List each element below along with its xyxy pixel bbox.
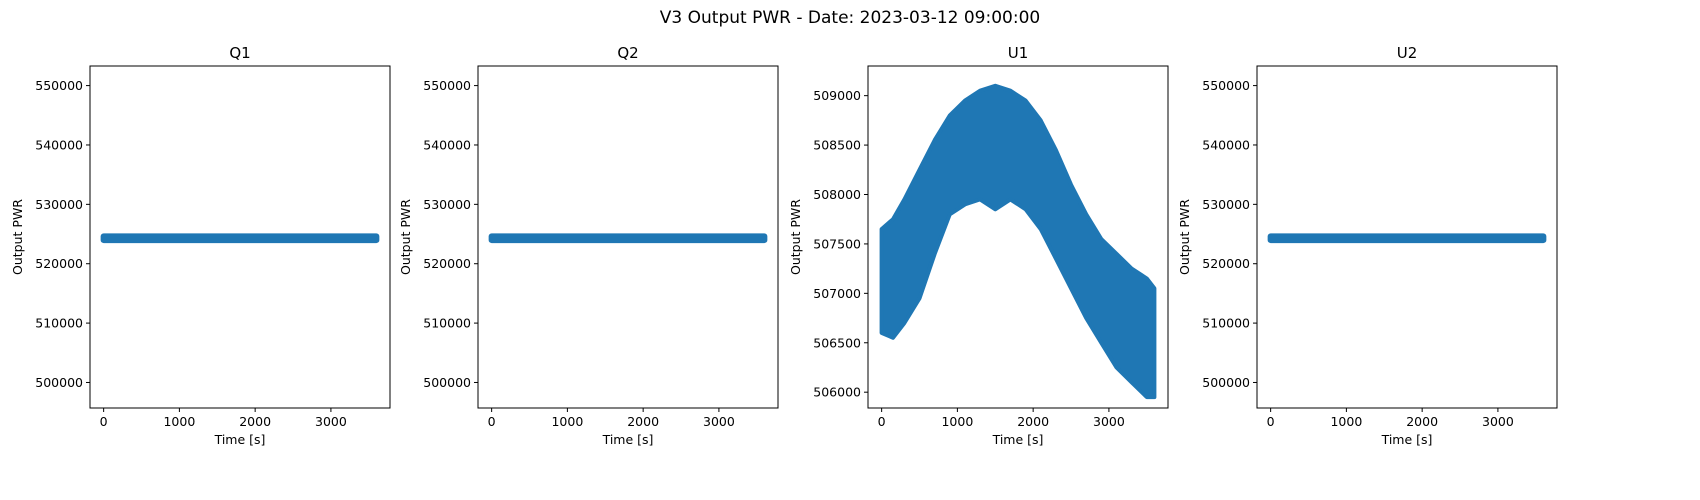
panel-title-u1: U1 <box>1008 44 1029 62</box>
y-tick-label: 540000 <box>35 137 83 152</box>
series-u1-markers <box>879 83 1157 400</box>
y-axis-label: Output PWR <box>1177 199 1192 275</box>
x-tick-label: 0 <box>100 414 108 429</box>
x-tick-label: 1000 <box>941 414 973 429</box>
panel-q2: 0 1000 2000 3000 500000 510000 520000 530000 540… <box>398 44 779 447</box>
x-tick-label: 0 <box>878 414 886 429</box>
axes-frame-u1 <box>867 65 1169 409</box>
series-u2-markers <box>1267 233 1547 244</box>
y-tick-label: 500000 <box>35 375 83 390</box>
y-tick-label: 500000 <box>1202 375 1250 390</box>
y-tick-label: 510000 <box>35 316 83 331</box>
x-tick-label: 1000 <box>163 414 195 429</box>
x-axis-label: Time [s] <box>214 432 266 447</box>
y-tick-label: 530000 <box>423 197 471 212</box>
x-tick-label: 2000 <box>239 414 271 429</box>
x-tick-label: 3000 <box>1482 414 1514 429</box>
panel-title-u2: U2 <box>1397 44 1418 62</box>
x-tick-label: 3000 <box>315 414 347 429</box>
y-tick-label: 550000 <box>1202 78 1250 93</box>
panel-title-q2: Q2 <box>617 44 638 62</box>
x-tick-label: 1000 <box>1330 414 1362 429</box>
y-tick-label: 520000 <box>35 256 83 271</box>
y-tick-label: 530000 <box>1202 197 1250 212</box>
y-tick-label: 506000 <box>813 385 861 400</box>
y-axis-label: Output PWR <box>398 199 413 275</box>
panel-q1: 0 1000 2000 3000 500000 510000 520000 530000 540… <box>10 44 391 447</box>
y-tick-label: 508000 <box>813 187 861 202</box>
x-tick-label: 0 <box>488 414 496 429</box>
x-tick-label: 3000 <box>703 414 735 429</box>
y-axis-label: Output PWR <box>10 199 25 275</box>
y-tick-label: 550000 <box>35 78 83 93</box>
axes-frame-u2 <box>1256 65 1558 409</box>
x-axis-label: Time [s] <box>992 432 1044 447</box>
y-tick-label: 510000 <box>423 316 471 331</box>
y-tick-label: 520000 <box>423 256 471 271</box>
x-tick-label: 3000 <box>1093 414 1125 429</box>
y-tick-label: 508500 <box>813 138 861 153</box>
y-tick-label: 550000 <box>423 78 471 93</box>
x-axis-label: Time [s] <box>602 432 654 447</box>
panel-title-q1: Q1 <box>229 44 250 62</box>
x-tick-label: 2000 <box>1406 414 1438 429</box>
x-axis-label: Time [s] <box>1381 432 1433 447</box>
y-tick-label: 507000 <box>813 286 861 301</box>
axes-frame-q1 <box>89 65 391 409</box>
y-tick-label: 520000 <box>1202 256 1250 271</box>
y-tick-label: 530000 <box>35 197 83 212</box>
y-tick-label: 507500 <box>813 236 861 251</box>
x-tick-label: 1000 <box>551 414 583 429</box>
y-tick-label: 506500 <box>813 335 861 350</box>
figure-title: V3 Output PWR - Date: 2023-03-12 09:00:0… <box>660 8 1040 28</box>
series-q1-markers <box>100 233 380 244</box>
y-tick-label: 509000 <box>813 88 861 103</box>
axes-frame-q2 <box>477 65 779 409</box>
y-tick-label: 540000 <box>423 137 471 152</box>
y-tick-label: 510000 <box>1202 316 1250 331</box>
x-tick-label: 2000 <box>627 414 659 429</box>
panel-u1: 0 1000 2000 3000 506000 506500 507000 507500 508… <box>788 44 1169 447</box>
x-tick-label: 2000 <box>1017 414 1049 429</box>
y-tick-label: 540000 <box>1202 137 1250 152</box>
series-q2-markers <box>488 233 768 244</box>
y-axis-label: Output PWR <box>788 199 803 275</box>
panel-u2: 0 1000 2000 3000 500000 510000 520000 530000 540… <box>1177 44 1558 447</box>
x-tick-label: 0 <box>1267 414 1275 429</box>
y-tick-label: 500000 <box>423 375 471 390</box>
